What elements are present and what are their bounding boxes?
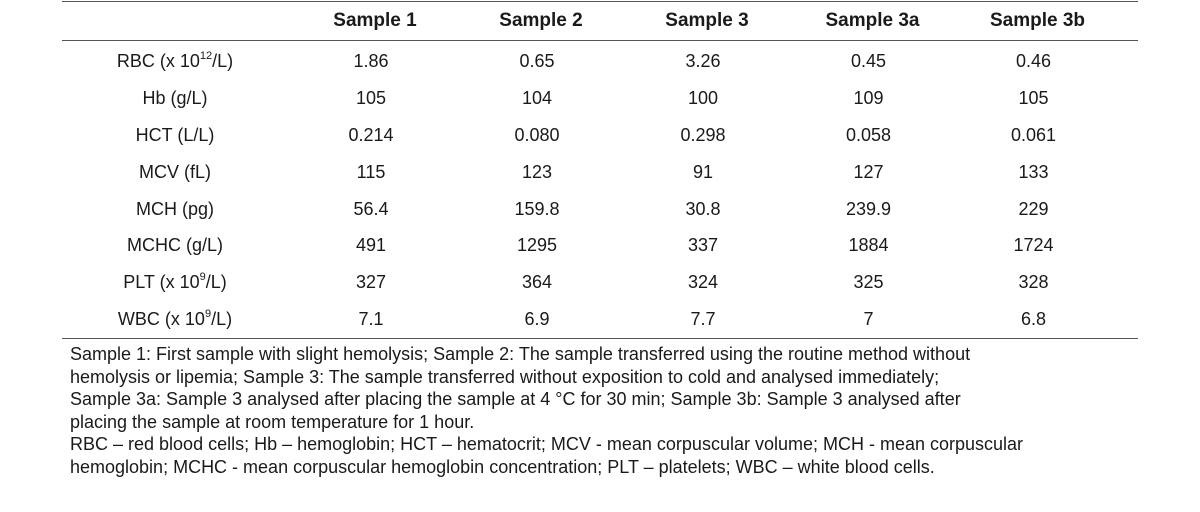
table-cell: 127 <box>853 161 884 182</box>
table-row: MCV (fL) 115 123 91 127 133 <box>62 154 1138 191</box>
table-cell: 0.298 <box>680 124 726 145</box>
table-cell: 491 <box>355 235 387 256</box>
table-cell: 3.26 <box>685 50 721 71</box>
table-body: RBC (x 1012/L) 1.86 0.65 3.26 0.45 0.46 Hb (g/… <box>62 41 1138 338</box>
row-label: MCHC (g/L) <box>62 235 288 256</box>
row-label-exponent: 12 <box>199 49 213 62</box>
table-row: MCHC (g/L) 491 1295 337 1884 1724 <box>62 227 1138 264</box>
row-label-unit: /L) <box>212 50 234 71</box>
row-label: HCT (L/L) <box>62 125 288 146</box>
table-cell: 123 <box>521 161 553 182</box>
table-row: HCT (L/L) 0.214 0.080 0.298 0.058 0.061 <box>62 117 1138 154</box>
header-rule <box>62 40 1138 41</box>
table-cell: 6.8 <box>1020 309 1047 330</box>
results-table: Sample 1 Sample 2 Sample 3 Sample 3a Sam… <box>62 0 1138 340</box>
row-label: MCV (fL) <box>62 162 288 183</box>
table-cell: 104 <box>521 87 553 108</box>
table-cell: 6.9 <box>524 309 550 330</box>
table-cell: 0.65 <box>519 50 555 71</box>
header-cell-sample-2: Sample 2 <box>499 10 583 31</box>
row-label-unit: /L) <box>205 272 227 293</box>
table-cell: 325 <box>853 272 884 293</box>
table-cell: 105 <box>1018 87 1049 108</box>
table-row: RBC (x 1012/L) 1.86 0.65 3.26 0.45 0.46 <box>62 43 1138 80</box>
table-cell: 328 <box>1018 272 1049 293</box>
table-cell: 364 <box>521 272 553 293</box>
table-row: WBC (x 109/L) 7.1 6.9 7.7 7 6.8 <box>62 301 1138 338</box>
table-cell: 1295 <box>516 235 558 256</box>
row-label-unit: /L) <box>211 309 233 330</box>
table-cell: 1884 <box>848 235 889 256</box>
table-cell: 133 <box>1018 161 1049 182</box>
row-label-exponent: 9 <box>204 308 212 321</box>
table-cell: 115 <box>356 161 386 182</box>
footnote-line: hemoglobin; MCHC - mean corpuscular hemo… <box>70 456 935 477</box>
row-label: WBC (x 109/L) <box>62 309 288 330</box>
row-label-text: PLT (x 10 <box>123 272 200 293</box>
table-bottom-rule <box>62 338 1138 340</box>
footnote-line: placing the sample at room temperature f… <box>70 411 475 432</box>
table-cell: 100 <box>687 87 719 108</box>
row-label-exponent: 9 <box>199 271 206 284</box>
table-header-row: Sample 1 Sample 2 Sample 3 Sample 3a Sam… <box>62 2 1138 40</box>
table-cell: 105 <box>355 87 387 108</box>
table-row: Hb (g/L) 105 104 100 109 105 <box>62 80 1138 117</box>
table-cell: 109 <box>853 87 884 108</box>
table-cell: 7.7 <box>690 309 716 330</box>
header-cell-sample-1: Sample 1 <box>333 10 417 31</box>
row-label: Hb (g/L) <box>62 88 288 109</box>
table-cell: 91 <box>692 161 714 182</box>
row-label-text: Hb (g/L) <box>142 87 208 108</box>
footnote-line: RBC – red blood cells; Hb – hemoglobin; … <box>70 434 1024 455</box>
row-label-text: MCV (fL) <box>139 161 211 182</box>
footnote-line: hemolysis or lipemia; Sample 3: The samp… <box>70 366 940 387</box>
table-top-rule <box>62 1 1138 2</box>
table-cell: 159.8 <box>514 198 560 219</box>
table-cell: 7.1 <box>358 309 384 330</box>
table-cell: 56.4 <box>353 198 389 219</box>
table-cell: 1.86 <box>353 50 389 71</box>
table-cell: 324 <box>687 272 719 293</box>
header-cell-sample-3a: Sample 3a <box>825 10 920 31</box>
row-label-text: RBC (x 10 <box>116 50 200 71</box>
table-cell: 7 <box>863 309 874 330</box>
footnote-line: Sample 1: First sample with slight hemol… <box>70 344 971 364</box>
footnote-line: Sample 3a: Sample 3 analysed after placi… <box>70 389 961 410</box>
table-cell: 0.061 <box>1010 124 1057 145</box>
table-cell: 1724 <box>1013 235 1054 256</box>
table-cell: 0.46 <box>1015 50 1052 71</box>
header-cell-sample-3b: Sample 3b <box>989 10 1086 31</box>
table-cell: 30.8 <box>685 198 721 219</box>
row-label-text: MCHC (g/L) <box>126 235 223 256</box>
table-cell: 239.9 <box>845 198 892 219</box>
header-cell-sample-3: Sample 3 <box>665 10 749 31</box>
table-cell: 229 <box>1018 198 1049 219</box>
row-label: RBC (x 1012/L) <box>62 49 288 72</box>
row-label: MCH (pg) <box>62 199 288 220</box>
table-row: MCH (pg) 56.4 159.8 30.8 239.9 229 <box>62 191 1138 228</box>
table-row: PLT (x 109/L) 327 364 324 325 328 <box>62 264 1138 301</box>
row-label: PLT (x 109/L) <box>62 272 288 293</box>
table-cell: 0.080 <box>514 124 560 145</box>
table-cell: 0.058 <box>845 124 892 145</box>
table-footnotes: Sample 1: First sample with slight hemol… <box>70 343 1150 479</box>
table-cell: 0.45 <box>850 50 887 71</box>
table-cell: 327 <box>355 272 387 293</box>
row-label-text: WBC (x 10 <box>117 309 205 330</box>
table-cell: 337 <box>687 235 719 256</box>
table-cell: 0.214 <box>348 124 394 145</box>
row-label-text: MCH (pg) <box>135 198 214 219</box>
row-label-text: HCT (L/L) <box>135 124 215 145</box>
